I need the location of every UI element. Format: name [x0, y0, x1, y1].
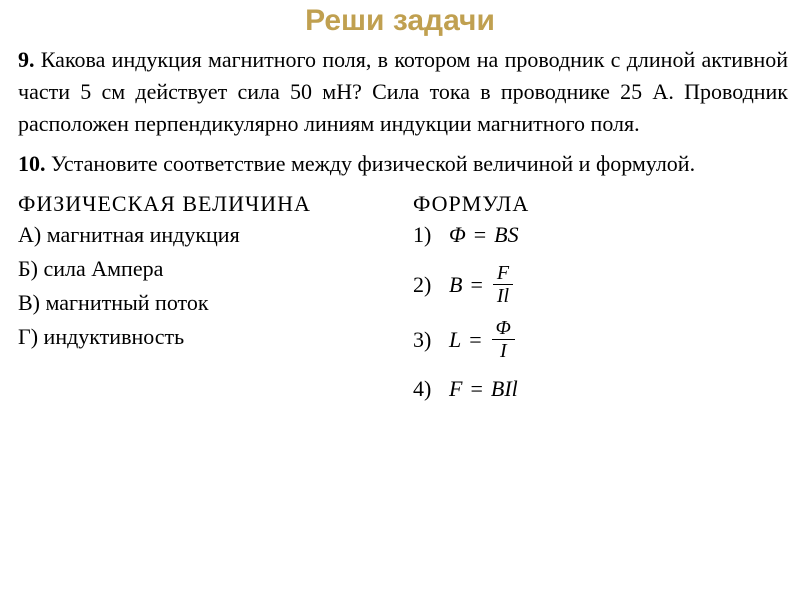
formula-lhs: B: [449, 269, 462, 301]
problem-9-text: Какова индукция магнитного поля, в котор…: [18, 47, 788, 136]
content-area: 9. Какова индукция магнитного поля, в ко…: [0, 44, 800, 417]
problem-10-text: Установите соответствие между физической…: [51, 151, 695, 176]
equals-sign: =: [474, 219, 486, 251]
item-label: Б): [18, 256, 38, 281]
problem-10: 10. Установите соответствие между физиче…: [18, 148, 788, 180]
equals-sign: =: [470, 373, 482, 405]
item-label: В): [18, 290, 40, 315]
formula-rhs: BS: [494, 219, 518, 251]
fraction-numerator: Φ: [492, 318, 515, 340]
problem-10-number: 10.: [18, 151, 46, 176]
slide-container: Реши задачи 9. Какова индукция магнитног…: [0, 0, 800, 600]
item-label: А): [18, 222, 41, 247]
fraction: Φ I: [492, 318, 515, 361]
right-header: ФОРМУЛА: [413, 188, 788, 220]
formula-lhs: F: [449, 373, 462, 405]
list-item: В) магнитный поток: [18, 287, 393, 319]
formula-3: 3) L = Φ I: [413, 318, 788, 361]
item-text: магнитный поток: [46, 290, 209, 315]
left-column: ФИЗИЧЕСКАЯ ВЕЛИЧИНА А) магнитная индукци…: [18, 188, 393, 418]
problem-9-number: 9.: [18, 47, 35, 72]
equals-sign: =: [470, 269, 482, 301]
columns: ФИЗИЧЕСКАЯ ВЕЛИЧИНА А) магнитная индукци…: [18, 188, 788, 418]
fraction-numerator: F: [493, 263, 513, 285]
formula-num: 3): [413, 324, 441, 356]
item-label: Г): [18, 324, 38, 349]
right-column: ФОРМУЛА 1) Φ = BS 2) B = F Il: [413, 188, 788, 418]
left-header: ФИЗИЧЕСКАЯ ВЕЛИЧИНА: [18, 188, 393, 220]
list-item: Б) сила Ампера: [18, 253, 393, 285]
slide-title: Реши задачи: [0, 0, 800, 44]
list-item: Г) индуктивность: [18, 321, 393, 353]
equals-sign: =: [469, 324, 481, 356]
formula-num: 2): [413, 269, 441, 301]
formula-1: 1) Φ = BS: [413, 219, 788, 251]
fraction-denominator: I: [496, 340, 511, 361]
item-text: индуктивность: [44, 324, 185, 349]
formula-rhs: BIl: [491, 373, 518, 405]
item-text: сила Ампера: [43, 256, 163, 281]
item-text: магнитная индукция: [47, 222, 240, 247]
formula-2: 2) B = F Il: [413, 263, 788, 306]
fraction-denominator: Il: [493, 285, 513, 306]
problem-9: 9. Какова индукция магнитного поля, в ко…: [18, 44, 788, 140]
formula-lhs: L: [449, 324, 461, 356]
list-item: А) магнитная индукция: [18, 219, 393, 251]
formula-num: 1): [413, 219, 441, 251]
formula-4: 4) F = BIl: [413, 373, 788, 405]
formula-lhs: Φ: [449, 219, 466, 251]
formula-num: 4): [413, 373, 441, 405]
fraction: F Il: [493, 263, 513, 306]
